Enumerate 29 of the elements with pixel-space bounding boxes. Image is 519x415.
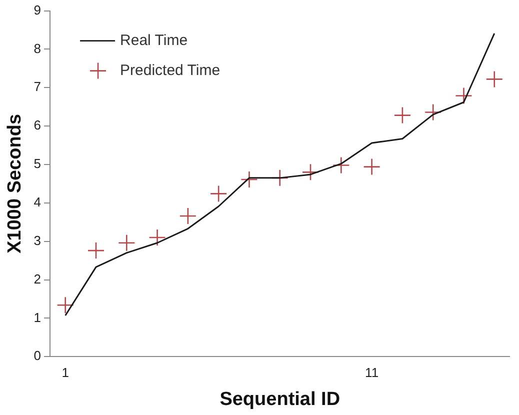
y-tick-label: 1	[34, 310, 42, 325]
y-tick-label: 4	[34, 194, 42, 210]
point	[394, 106, 412, 124]
x-axis-title: Sequential ID	[220, 388, 340, 410]
y-tick-label: 9	[34, 2, 42, 18]
point	[332, 156, 350, 174]
point	[56, 296, 74, 314]
point	[240, 170, 258, 188]
point	[486, 70, 504, 88]
y-tick-label: 3	[34, 232, 42, 248]
y-tick-label: 6	[34, 118, 42, 133]
legend-label: Real Time	[120, 32, 188, 49]
point	[210, 185, 228, 202]
y-tick-label: 2	[34, 271, 42, 286]
point	[363, 158, 380, 176]
point	[179, 207, 197, 225]
point	[118, 234, 136, 252]
y-tick-label: 7	[34, 79, 42, 94]
point	[148, 228, 166, 246]
point	[424, 104, 442, 121]
y-tick-label: 5	[34, 156, 42, 172]
y-tick-label: 0	[34, 348, 42, 364]
x-tick-label: 11	[365, 364, 379, 380]
y-axis-title: X1000 Seconds	[4, 114, 26, 254]
y-tick-label: 8	[34, 40, 42, 56]
point	[455, 87, 472, 104]
legend-label: Predicted Time	[120, 62, 220, 79]
point	[302, 164, 320, 181]
point	[87, 242, 105, 260]
